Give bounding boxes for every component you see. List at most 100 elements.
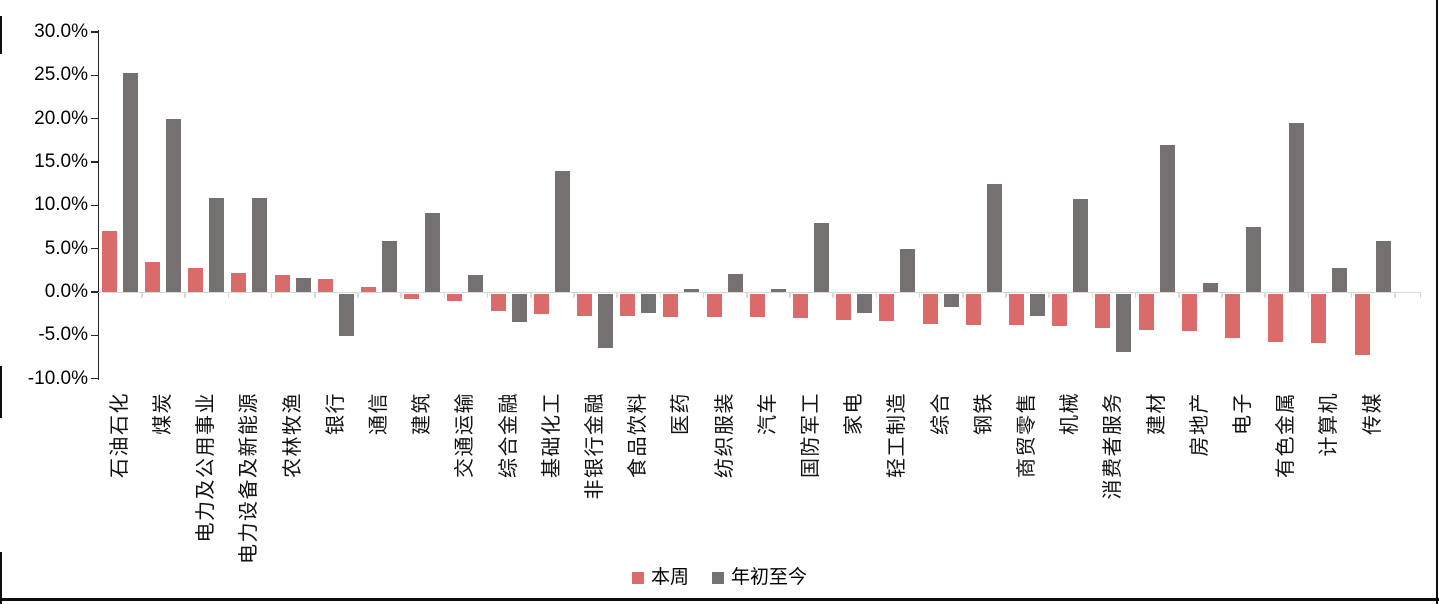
- legend-item-ytd: 年初至今: [712, 568, 807, 588]
- x-axis-label: 汽车: [756, 392, 779, 435]
- y-axis-tick: [91, 161, 98, 163]
- bar-ytd: [468, 274, 484, 292]
- x-axis-label: 食品饮料: [627, 392, 650, 478]
- legend-label-weekly: 本周: [650, 567, 689, 588]
- category-tick: [1048, 293, 1050, 298]
- y-axis-tick: [91, 334, 98, 337]
- bar-week: [576, 293, 592, 316]
- y-axis-label: 0.0%: [44, 281, 88, 302]
- zero-gridline: [98, 291, 1421, 293]
- x-axis-label: 有色金属: [1275, 392, 1298, 478]
- bar-week: [1008, 293, 1024, 325]
- bar-week: [404, 293, 420, 299]
- category-tick: [746, 293, 748, 298]
- bar-week: [1268, 293, 1284, 342]
- category-tick: [400, 293, 402, 298]
- bar-week: [836, 293, 852, 321]
- x-axis-label: 建筑: [411, 392, 434, 435]
- x-axis-label: 综合金融: [497, 392, 520, 478]
- y-axis-label: -5.0%: [38, 324, 88, 346]
- category-tick: [659, 293, 662, 298]
- bar-week: [231, 272, 247, 292]
- category-tick: [1134, 293, 1137, 298]
- x-axis-label: 国防军工: [799, 392, 822, 478]
- bar-ytd: [727, 273, 743, 292]
- category-tick: [875, 293, 878, 298]
- bar-ytd: [381, 240, 397, 292]
- bar-week: [490, 293, 506, 311]
- legend: 本周 年初至今: [0, 565, 1439, 591]
- x-axis-label: 传媒: [1361, 392, 1384, 435]
- bar-ytd: [1202, 282, 1218, 292]
- x-axis-label: 基础化工: [540, 392, 563, 478]
- legend-swatch-weekly: [631, 572, 644, 584]
- x-axis-label: 电子: [1231, 392, 1254, 435]
- bar-ytd: [165, 118, 181, 292]
- bar-ytd: [1073, 199, 1089, 292]
- category-tick: [1350, 293, 1353, 298]
- category-tick: [227, 293, 230, 298]
- y-axis-label: 30.0%: [34, 21, 88, 42]
- bar-week: [620, 293, 636, 316]
- y-axis-label: 15.0%: [34, 151, 88, 172]
- x-axis-label: 通信: [367, 392, 390, 435]
- y-axis-tick: [91, 117, 98, 120]
- category-tick: [1307, 293, 1310, 298]
- category-tick: [1394, 293, 1396, 298]
- y-axis-tick: [91, 291, 98, 293]
- bar-week: [144, 261, 160, 292]
- x-axis-label: 房地产: [1188, 392, 1211, 457]
- frame-bottom-border: [0, 598, 1439, 601]
- category-tick: [357, 293, 359, 298]
- category-tick: [184, 293, 186, 298]
- x-axis-label: 计算机: [1318, 392, 1341, 457]
- legend-item-weekly: 本周: [631, 567, 689, 588]
- x-axis-label: 钢铁: [972, 392, 995, 435]
- bar-ytd: [511, 293, 527, 323]
- category-tick: [702, 293, 705, 298]
- bar-week: [1354, 293, 1370, 355]
- bar-week: [1224, 293, 1240, 338]
- x-axis-label: 机械: [1059, 392, 1082, 435]
- x-axis-label: 非银行金融: [583, 392, 606, 500]
- bar-week: [360, 286, 376, 292]
- x-axis-label: 家电: [843, 392, 866, 435]
- bar-week: [101, 230, 117, 292]
- bar-ytd: [1332, 267, 1348, 292]
- x-axis-label: 综合: [929, 392, 952, 435]
- x-axis-label: 农林牧渔: [281, 392, 304, 478]
- category-tick: [270, 293, 273, 298]
- bar-ytd: [641, 293, 657, 313]
- y-axis-tick: [91, 247, 98, 250]
- y-axis-label: 10.0%: [34, 194, 88, 216]
- category-tick: [1178, 293, 1180, 298]
- y-axis-line: [97, 30, 99, 380]
- bar-ytd: [813, 222, 829, 292]
- bar-ytd: [943, 293, 959, 307]
- category-tick: [962, 293, 964, 298]
- x-axis-label: 银行: [324, 392, 347, 435]
- bar-ytd: [252, 198, 268, 292]
- category-tick: [918, 293, 921, 298]
- bar-ytd: [1029, 293, 1045, 316]
- category-tick: [443, 293, 446, 298]
- bar-week: [274, 274, 290, 292]
- category-tick: [141, 293, 143, 298]
- bar-week: [1181, 293, 1197, 331]
- x-axis-label: 交通运输: [454, 392, 477, 478]
- bar-ytd: [1159, 144, 1175, 292]
- bar-week: [1138, 293, 1154, 330]
- y-axis-tick: [91, 74, 98, 77]
- x-axis-label: 石油石化: [108, 392, 131, 478]
- bar-week: [1052, 293, 1068, 327]
- bar-ytd: [986, 183, 1002, 292]
- x-axis-label: 纺织服装: [713, 392, 736, 478]
- bar-ytd: [1375, 240, 1391, 292]
- y-axis-label: -10.0%: [27, 367, 88, 389]
- frame-left-border-fragment: [0, 366, 2, 418]
- bar-week: [922, 293, 938, 324]
- category-tick: [1091, 293, 1094, 298]
- x-axis-label: 电力及公用事业: [195, 392, 218, 543]
- category-tick: [314, 293, 316, 298]
